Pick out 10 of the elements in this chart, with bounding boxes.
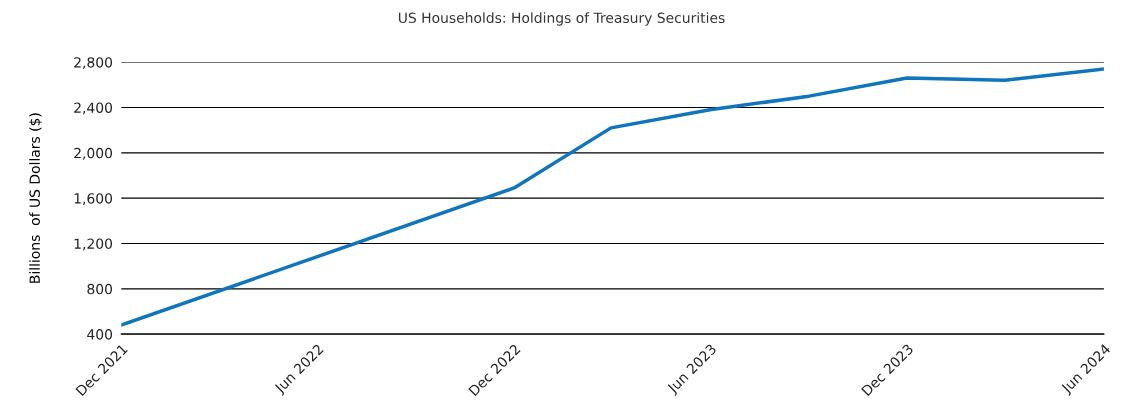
y-tick-label: 2,400 [74, 102, 113, 115]
y-tick-label: 1,600 [74, 193, 113, 206]
chart-title: US Households: Holdings of Treasury Securities [398, 12, 725, 26]
line-series [121, 67, 1104, 327]
y-tick-label: 2,000 [74, 147, 113, 160]
y-tick-label: 1,200 [74, 238, 113, 251]
y-axis-title: Billions of US Dollars ($) [29, 113, 42, 283]
y-tick-label: 400 [87, 329, 113, 340]
y-tick-label: 800 [87, 283, 113, 295]
y-tick-label: 2,800 [74, 57, 113, 70]
